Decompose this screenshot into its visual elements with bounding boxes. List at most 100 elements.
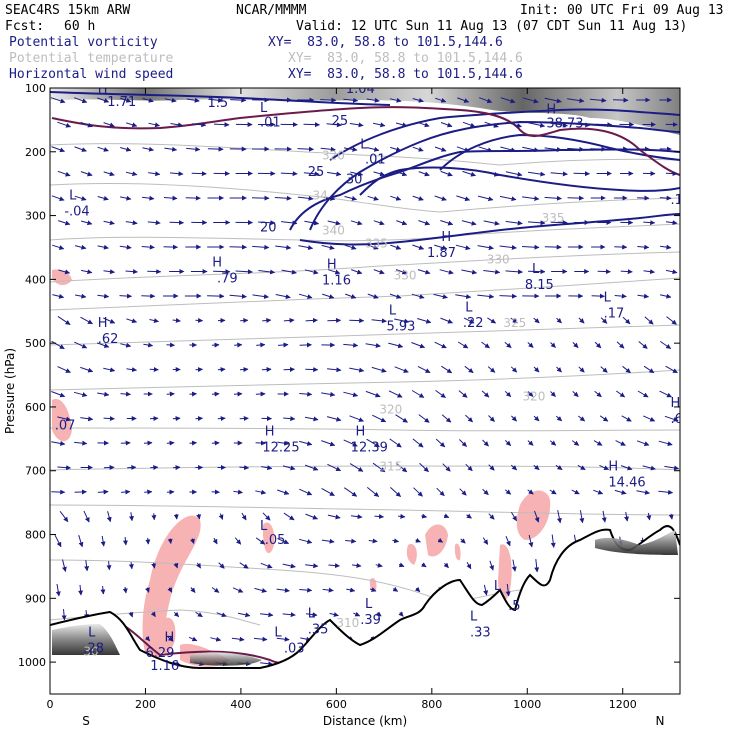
wind-vector [281,269,297,275]
wind-vector [55,583,61,597]
pv-label: 1.16 [322,273,351,288]
wind-vector [57,465,72,471]
wind-vector [304,416,319,422]
wind-vector [457,341,469,349]
wind-vector [577,464,586,471]
wind-vector [527,489,534,495]
wind-vector [239,562,249,569]
wind-vector [232,587,244,593]
wind-vector [190,587,196,593]
wind-vector [369,587,377,592]
wind-vector [572,342,579,348]
wind-vector [392,538,400,544]
wind-vector [484,121,499,128]
wind-vector [196,562,202,569]
wind-vector [505,220,523,226]
stratosphere-shading [50,88,680,135]
wind-vector [466,513,472,519]
wind-vector [499,293,517,299]
wind-vector [51,391,66,398]
wind-vector [643,220,656,226]
wind-speed-label: 30 [346,173,363,188]
wind-vector [371,366,387,373]
wind-vector [106,561,112,571]
wind-vector [567,98,585,104]
theta-label: 335 [365,236,388,250]
wind-vector [556,510,562,524]
wind-vector [120,195,132,201]
theta-label: 320 [523,390,546,404]
pv-label: .5 [508,599,520,614]
wind-vector [97,342,110,348]
wind-vector [97,489,109,495]
wind-vector [97,391,110,397]
y-tick-label: 800 [25,529,46,542]
wind-vector [121,489,131,495]
wind-vector [372,462,386,473]
pv-label: L [308,606,316,621]
wind-vector [241,512,247,521]
wind-vector [73,391,88,397]
wind-vector [119,244,132,250]
wind-vector [643,365,655,374]
wind-vector [440,220,454,226]
wind-vector [173,562,179,569]
wind-vector [419,462,429,473]
wind-vector [345,538,357,544]
field-xy-wspd: XY= 83.0, 58.8 to 101.5,144.6 [288,67,523,82]
pv-label: 38.73 [546,117,583,132]
pv-label: H [608,460,618,475]
wind-vector [527,440,534,446]
wind-vector [622,365,631,374]
wind-vector [550,342,556,348]
pv-label: .33 [470,626,491,641]
wind-vector [304,464,319,471]
wind-vector [97,195,109,201]
wind-vector [434,341,447,349]
x-tick-label: 1000 [513,698,541,711]
wind-vector [210,636,222,642]
wind-vector [51,440,66,446]
wind-vector [394,366,409,373]
wind-vector [258,220,276,226]
wind-vector [392,586,399,592]
pv-label: 12.25 [262,441,299,456]
wind-vector [418,414,430,423]
wind-vector [80,366,94,373]
wind-vector [599,464,610,471]
wind-vector [398,611,404,617]
field-name-pv: Potential vorticity [9,35,158,50]
pv-label: .62 [670,412,691,427]
wind-vector [230,97,247,103]
wind-vector [57,170,71,177]
wind-vector [321,487,335,497]
theta-label: 310 [336,616,359,630]
wind-vector [533,415,540,422]
wind-vector [544,195,562,201]
wind-vector [344,244,357,250]
theta-label: 320 [379,402,402,416]
wind-vector [527,391,534,397]
wind-vector [616,341,625,349]
pv-label: .01 [365,152,386,167]
wind-vector [461,269,478,275]
wind-vector [465,414,473,423]
wind-vector [169,220,184,226]
wind-vector [321,244,335,250]
wind-vector [367,293,379,299]
wind-vector [417,318,432,324]
wind-vector [533,366,540,373]
wind-vector [500,97,516,104]
wind-vector [365,390,381,398]
wind-vector [442,463,451,472]
wind-vector [345,293,357,299]
wind-vector [555,415,563,422]
wind-vector [126,122,138,128]
pv-label: L [389,303,397,318]
wind-vector [343,439,358,447]
wind-vector [390,487,401,497]
pv-label: 12.39 [351,441,388,456]
wind-vector [75,293,87,299]
wind-speed-contours [50,91,680,246]
wind-vector [659,195,672,201]
